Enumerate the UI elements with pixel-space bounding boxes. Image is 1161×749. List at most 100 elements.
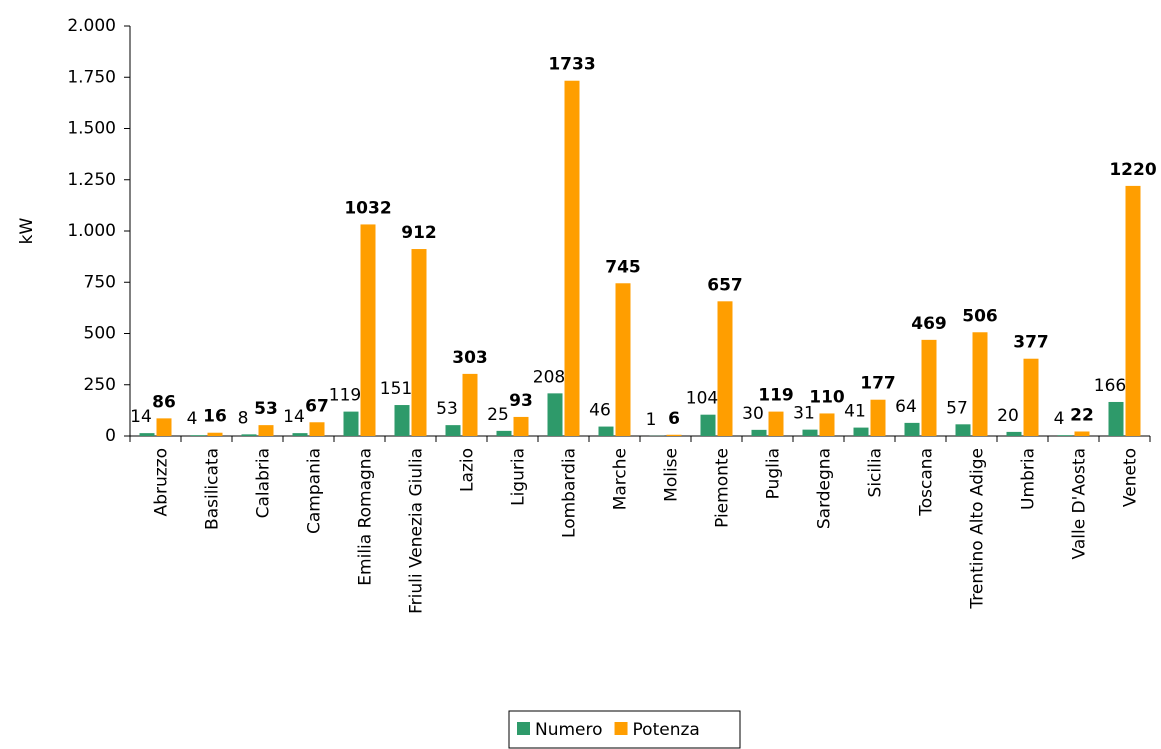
x-tick-label: Molise [662,448,682,502]
x-tick-label: Marche [611,448,631,510]
bar [292,433,308,436]
potenza-label: 657 [707,275,743,295]
x-tick-label: Piemonte [713,448,733,528]
bar [139,433,155,436]
bar [921,339,937,436]
bar [207,432,223,436]
x-tick-label: Calabria [254,448,274,518]
x-tick-label: Emilia Romagna [356,448,376,586]
y-axis-title: kW [17,217,37,244]
bar [751,429,767,436]
bar [1057,435,1073,436]
numero-label: 20 [997,406,1019,426]
bar [547,393,563,436]
x-tick-label: Umbria [1019,448,1039,510]
bar [258,425,274,436]
numero-label: 166 [1094,376,1126,396]
x-tick-label: Liguria [509,448,529,506]
potenza-label: 22 [1070,405,1094,425]
bar [496,430,512,436]
x-tick-label: Toscana [917,448,937,517]
numero-label: 4 [1054,409,1065,429]
x-tick-label: Basilicata [203,448,223,530]
numero-label: 208 [533,367,565,387]
numero-label: 30 [742,404,764,424]
bar [190,435,206,436]
bar [241,434,257,436]
bar [513,416,529,436]
potenza-label: 110 [809,387,845,407]
potenza-label: 6 [668,409,680,429]
potenza-label: 377 [1013,333,1049,353]
x-tick-label: Lazio [458,448,478,492]
bar [343,411,359,436]
legend-label: Potenza [633,720,700,740]
bar [1023,358,1039,436]
bar [1125,185,1141,436]
numero-label: 8 [238,408,249,428]
legend-swatch [517,722,530,735]
potenza-label: 1032 [344,198,391,218]
bar [717,301,733,436]
bar [666,434,682,436]
bar [870,399,886,436]
potenza-label: 1220 [1109,160,1156,180]
bar [309,422,325,436]
bar [955,424,971,436]
numero-label: 14 [283,407,305,427]
potenza-label: 745 [605,257,641,277]
x-tick-label: Veneto [1121,448,1141,507]
bar [1108,401,1124,436]
potenza-label: 16 [203,407,227,427]
x-tick-label: Trentino Alto Adige [968,448,988,610]
x-tick-label: Lombardia [560,448,580,538]
numero-label: 4 [187,409,198,429]
y-tick-label: 1.500 [67,119,116,139]
bar [972,332,988,436]
x-tick-label: Puglia [764,448,784,499]
bar [1006,431,1022,436]
x-tick-label: Sardegna [815,448,835,529]
numero-label: 25 [487,405,509,425]
bar [156,418,172,436]
bar [768,411,784,436]
bar [411,249,427,436]
bar [394,405,410,436]
potenza-label: 119 [758,386,794,406]
y-tick-label: 1.000 [67,221,116,241]
numero-label: 57 [946,398,968,418]
bar [700,414,716,436]
x-tick-label: Valle D'Aosta [1070,448,1090,559]
potenza-label: 93 [509,391,533,411]
numero-label: 41 [844,402,866,422]
potenza-label: 506 [962,306,998,326]
y-tick-label: 500 [84,324,116,344]
legend-swatch [614,722,628,735]
numero-label: 46 [589,401,611,421]
y-tick-label: 1.250 [67,170,116,190]
bar [853,427,869,436]
numero-label: 31 [793,404,815,424]
potenza-label: 303 [452,348,488,368]
bar [445,425,461,436]
numero-label: 119 [329,386,361,406]
bar [1074,431,1090,436]
bar [819,413,835,436]
x-tick-label: Abruzzo [152,448,172,516]
potenza-label: 469 [911,314,947,334]
numero-label: 64 [895,397,917,417]
numero-label: 151 [380,379,412,399]
bar [802,429,818,436]
x-tick-label: Friuli Venezia Giulia [407,448,427,614]
bar [564,80,580,437]
numero-label: 104 [686,389,718,409]
potenza-label: 912 [401,223,437,243]
potenza-label: 67 [305,396,329,416]
bar [360,224,376,436]
potenza-label: 53 [254,399,278,419]
y-tick-label: 0 [105,426,116,446]
x-tick-label: Sicilia [866,448,886,497]
bar [615,283,631,436]
numero-label: 1 [646,410,657,430]
